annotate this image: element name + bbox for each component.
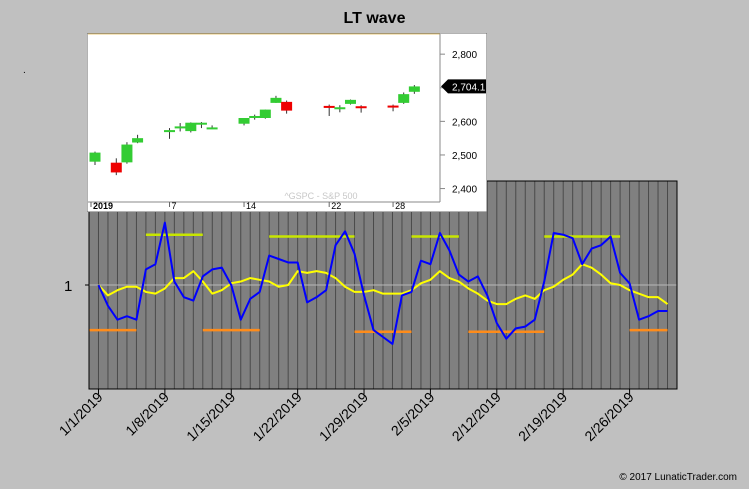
up-candle [206, 127, 218, 130]
x-tick-label: 2/26/2019 [581, 389, 637, 445]
last-price-label: 2,704.1 [452, 82, 486, 93]
up-candle [249, 115, 261, 118]
inset-x-axis: 2019 7 14 22 28 [90, 201, 405, 211]
x-tick-label: 1/8/2019 [122, 389, 172, 439]
up-candle [408, 86, 420, 92]
inset-y-tick-label: 2,500 [452, 151, 477, 162]
up-candle [185, 122, 197, 132]
x-tick-label: 1/29/2019 [316, 389, 372, 445]
up-candle [259, 109, 271, 118]
x-axis: 1/1/2019 1/8/2019 1/15/2019 1/22/2019 1/29/2… [56, 389, 637, 445]
blue-wave-line [97, 221, 668, 345]
inset-watermark: ^GSPC - S&P 500 [284, 191, 357, 201]
inset-x-tick-label: 14 [246, 201, 256, 211]
y-axis: 1 [64, 278, 89, 295]
inset-x-tick-label: 2019 [93, 201, 113, 211]
inset-x-tick-label: 22 [331, 201, 341, 211]
up-candle [89, 152, 101, 162]
inset-y-tick-label: 2,400 [452, 185, 477, 196]
up-candle [164, 130, 176, 133]
up-candle [334, 107, 346, 110]
up-candle [132, 138, 144, 143]
candles [89, 85, 420, 176]
dot-mark: . [23, 65, 26, 76]
inset-background [87, 33, 487, 212]
x-tick-label: 1/22/2019 [249, 389, 305, 445]
down-candle [355, 106, 367, 109]
up-candle [270, 97, 282, 103]
x-tick-label: 2/12/2019 [449, 389, 505, 445]
yellow-wave-line [97, 263, 669, 306]
last-price-tag: 2,704.1 [441, 79, 486, 94]
x-tick-label: 2/19/2019 [515, 389, 571, 445]
up-candle [121, 144, 133, 163]
wave-lines [97, 221, 669, 345]
last-price-tag-shape [441, 79, 486, 94]
up-candle [238, 118, 250, 124]
down-candle [323, 105, 335, 108]
down-candle [387, 105, 399, 108]
copyright-text: © 2017 LunaticTrader.com [619, 472, 737, 483]
up-candle [398, 94, 410, 103]
inset-y-tick-label: 2,800 [452, 50, 477, 61]
x-tick-label: 1/15/2019 [183, 389, 239, 445]
up-candle [344, 99, 356, 104]
inset-x-tick-label: 7 [172, 201, 177, 211]
up-candle [195, 122, 207, 125]
y-tick-label: 1 [64, 278, 72, 295]
down-candle [110, 162, 122, 173]
inset-x-tick-label: 28 [395, 201, 405, 211]
x-tick-label: 2/5/2019 [388, 389, 438, 439]
inset-y-tick-label: 2,600 [452, 117, 477, 128]
up-candle [174, 126, 186, 129]
chart-title: LT wave [343, 10, 406, 27]
down-candle [281, 101, 293, 111]
x-tick-label: 1/1/2019 [56, 389, 106, 439]
sp500-candlestick-inset: ^GSPC - S&P 500 2,8002,7002,6002,5002,40… [87, 33, 487, 212]
